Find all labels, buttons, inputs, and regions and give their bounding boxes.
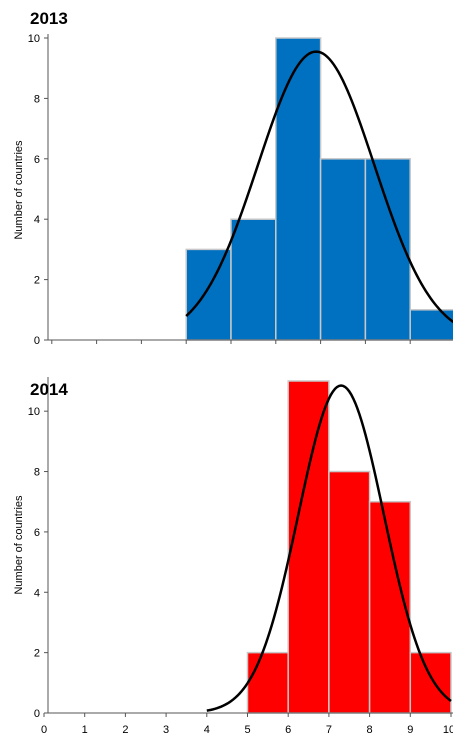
x-tick-label: 3 [163, 724, 169, 736]
y-tick-label: 4 [34, 587, 40, 599]
y-axis-label: Number of countries [13, 495, 25, 595]
x-tick-label: 5 [244, 724, 250, 736]
normal-curve [206, 384, 452, 712]
histogram-bar [287, 380, 330, 714]
x-tick-label: 7 [326, 724, 332, 736]
histogram-2014: 0 2 4 6 8 10 0 1 2 3 4 5 6 7 8 9 10 Number of countries 20… [13, 377, 453, 736]
histogram-bar [246, 651, 289, 714]
histogram-bar [409, 651, 452, 714]
x-tick-label: 9 [407, 724, 413, 736]
histogram-bar [409, 309, 453, 341]
y-tick-label: 0 [34, 335, 40, 347]
chart-title: 2013 [30, 9, 68, 28]
histogram-bar [185, 248, 232, 341]
x-tick-label: 0 [41, 724, 47, 736]
y-tick-label: 10 [28, 406, 40, 418]
histogram-bar [319, 158, 367, 341]
x-tick-label: 2 [122, 724, 128, 736]
y-axis-label: Number of countries [13, 140, 25, 240]
y-tick-label: 8 [34, 467, 40, 479]
x-tick-label: 1 [82, 724, 88, 736]
histogram-bar [328, 470, 371, 714]
y-tick-label: 4 [34, 214, 40, 226]
y-tick-label: 6 [34, 527, 40, 539]
y-tick-label: 0 [34, 708, 40, 720]
y-tick-label: 2 [34, 648, 40, 660]
y-tick-label: 2 [34, 275, 40, 287]
x-tick-label: 8 [367, 724, 373, 736]
y-tick-label: 8 [34, 93, 40, 105]
histogram-bar [364, 158, 411, 341]
x-tick-label: 6 [285, 724, 291, 736]
chart-title: 2014 [30, 380, 68, 399]
y-tick-label: 6 [34, 154, 40, 166]
histogram-2013: 0 2 4 6 8 10 Number of countries 2013 [13, 9, 453, 347]
y-tick-label: 10 [28, 33, 40, 45]
x-tick-label: 10 [443, 724, 453, 736]
histogram-bar [275, 37, 322, 341]
normal-curve [185, 50, 453, 324]
histogram-bar [230, 218, 277, 341]
x-tick-label: 4 [204, 724, 210, 736]
